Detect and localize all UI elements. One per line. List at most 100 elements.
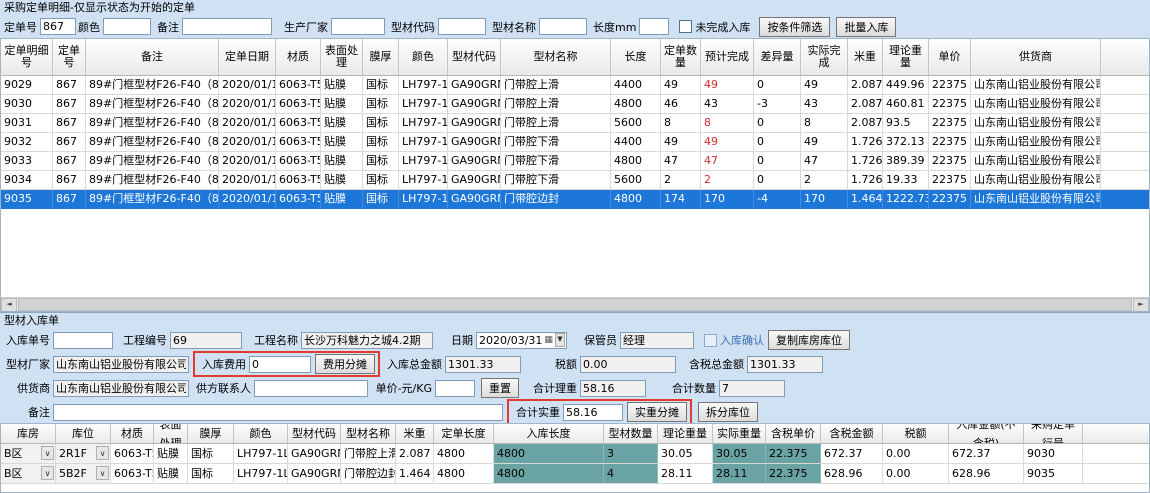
column-header[interactable]: 表面处理 <box>321 39 363 76</box>
column-header[interactable]: 理论重量 <box>883 39 929 76</box>
column-header[interactable]: 含税单价 <box>766 424 821 444</box>
actual-weight-share-button[interactable]: 实重分摊 <box>627 402 687 422</box>
table-cell[interactable]: 0 <box>754 133 801 152</box>
table-cell[interactable]: GA90GRM03 <box>288 444 341 464</box>
table-cell[interactable]: 2 <box>701 171 754 190</box>
table-cell[interactable]: 0.00 <box>883 444 949 464</box>
table-row[interactable]: B区∨5B2F∨6063-T5贴膜国标LH797-1LL0GA90GRM05门带… <box>1 464 1150 484</box>
table-cell[interactable]: 22.375 <box>766 444 821 464</box>
table-cell[interactable]: 89#门框型材F26-F40（866+867） <box>86 152 219 171</box>
table-cell[interactable]: 49 <box>701 76 754 95</box>
table-cell[interactable]: 47 <box>661 152 701 171</box>
table-cell[interactable]: 28.11 <box>658 464 713 484</box>
project-no-input[interactable] <box>170 332 242 349</box>
table-cell[interactable]: 贴膜 <box>321 114 363 133</box>
table-cell[interactable]: 93.5 <box>883 114 929 133</box>
table-cell[interactable]: 贴膜 <box>321 171 363 190</box>
table-cell[interactable]: 贴膜 <box>321 95 363 114</box>
table-cell[interactable]: GA90GRM03 <box>448 114 501 133</box>
unfinished-inbound-checkbox[interactable] <box>679 20 692 33</box>
table-cell[interactable]: 22375 <box>929 95 971 114</box>
column-header[interactable]: 膜厚 <box>363 39 399 76</box>
table-cell[interactable]: 2.087 <box>396 444 434 464</box>
table-cell[interactable]: 449.96 <box>883 76 929 95</box>
total-actual-weight-input[interactable] <box>563 404 623 421</box>
keeper-input[interactable] <box>620 332 694 349</box>
table-cell[interactable]: GA90GRM04 <box>448 152 501 171</box>
column-header[interactable]: 米重 <box>848 39 883 76</box>
inbound-fee-input[interactable] <box>249 356 311 373</box>
table-row[interactable]: 903386789#门框型材F26-F40（866+867）2020/01/13… <box>1 152 1150 171</box>
table-cell[interactable]: 5600 <box>611 171 661 190</box>
column-header[interactable]: 库位 <box>56 424 111 444</box>
table-cell[interactable]: 9030 <box>1 95 53 114</box>
table-cell[interactable]: 4800 <box>611 190 661 209</box>
table-cell[interactable]: 国标 <box>363 190 399 209</box>
table-cell[interactable]: 门带腔上滑 <box>501 114 611 133</box>
table-cell[interactable]: 867 <box>53 152 86 171</box>
table-cell[interactable]: 9032 <box>1 133 53 152</box>
column-header[interactable]: 型材名称 <box>341 424 396 444</box>
table-cell[interactable]: 49 <box>661 133 701 152</box>
table-cell[interactable]: 国标 <box>363 114 399 133</box>
date-picker[interactable]: 2020/03/31 ▦ ▼ <box>476 332 567 349</box>
supplier-input[interactable] <box>53 380 189 397</box>
split-location-button[interactable]: 拆分库位 <box>698 402 758 422</box>
table-cell[interactable]: 2020/01/13 <box>219 152 276 171</box>
column-header[interactable]: 颜色 <box>234 424 288 444</box>
length-filter-input[interactable] <box>639 18 669 35</box>
table-cell[interactable]: 47 <box>701 152 754 171</box>
scroll-left-icon[interactable]: ◄ <box>1 298 17 312</box>
table-cell[interactable]: 门带腔边封 <box>501 190 611 209</box>
table-cell[interactable]: LH797-1LL0 <box>234 444 288 464</box>
table-cell[interactable]: 山东南山铝业股份有限公司 <box>971 133 1101 152</box>
table-cell[interactable]: 0.00 <box>883 464 949 484</box>
table-cell[interactable]: 4400 <box>611 76 661 95</box>
table-cell[interactable]: 867 <box>53 190 86 209</box>
table-row[interactable]: 903486789#门框型材F26-F40（866+867）2020/01/13… <box>1 171 1150 190</box>
table-cell[interactable]: GA90GRM03 <box>448 76 501 95</box>
column-header[interactable]: 定单数量 <box>661 39 701 76</box>
table-cell[interactable]: 5600 <box>611 114 661 133</box>
table-cell[interactable]: 2.087 <box>848 95 883 114</box>
profile-code-filter-input[interactable] <box>438 18 486 35</box>
column-header[interactable]: 定单日期 <box>219 39 276 76</box>
table-cell[interactable]: 门带腔上滑 <box>501 95 611 114</box>
table-cell[interactable]: 2020/01/13 <box>219 171 276 190</box>
table-cell[interactable]: 867 <box>53 95 86 114</box>
table-cell[interactable]: 22375 <box>929 171 971 190</box>
table-cell[interactable]: 22375 <box>929 190 971 209</box>
combo-dropdown-icon[interactable]: ∨ <box>96 446 109 460</box>
table-row[interactable]: 902986789#门框型材F26-F40（866+867）2020/01/13… <box>1 76 1150 95</box>
table-cell[interactable]: 6063-T5 <box>276 95 321 114</box>
total-amount-input[interactable] <box>445 356 521 373</box>
combo-dropdown-icon[interactable]: ∨ <box>41 466 54 480</box>
table-cell[interactable]: 6063-T5 <box>111 464 154 484</box>
table-cell[interactable]: LH797-1LL0 <box>399 152 448 171</box>
table-cell[interactable]: 9033 <box>1 152 53 171</box>
table-cell[interactable]: B区∨ <box>1 464 56 484</box>
table-cell[interactable]: 22375 <box>929 114 971 133</box>
table-cell[interactable]: 国标 <box>188 464 234 484</box>
column-header[interactable]: 型材名称 <box>501 39 611 76</box>
column-header[interactable]: 材质 <box>276 39 321 76</box>
table-cell[interactable]: LH797-1LL0 <box>234 464 288 484</box>
inbound-confirm-checkbox[interactable] <box>704 334 717 347</box>
table-cell[interactable]: 9030 <box>1024 444 1083 464</box>
table-cell[interactable]: 2R1F∨ <box>56 444 111 464</box>
column-header[interactable]: 含税金额 <box>821 424 883 444</box>
table-cell[interactable]: 国标 <box>363 133 399 152</box>
table-cell[interactable]: 国标 <box>363 152 399 171</box>
column-header[interactable]: 型材数量 <box>604 424 658 444</box>
table-cell[interactable]: 9035 <box>1024 464 1083 484</box>
table-cell[interactable]: 2020/01/13 <box>219 95 276 114</box>
table-cell[interactable]: 389.39 <box>883 152 929 171</box>
table-cell[interactable]: -3 <box>754 95 801 114</box>
table-cell[interactable]: 4800 <box>611 152 661 171</box>
table-cell[interactable]: 贴膜 <box>154 444 188 464</box>
table-cell[interactable]: 门带腔边封 <box>341 464 396 484</box>
column-header[interactable]: 预计完成 <box>701 39 754 76</box>
table-cell[interactable]: -4 <box>754 190 801 209</box>
table-cell[interactable]: 30.05 <box>713 444 766 464</box>
table-cell[interactable]: 9035 <box>1 190 53 209</box>
